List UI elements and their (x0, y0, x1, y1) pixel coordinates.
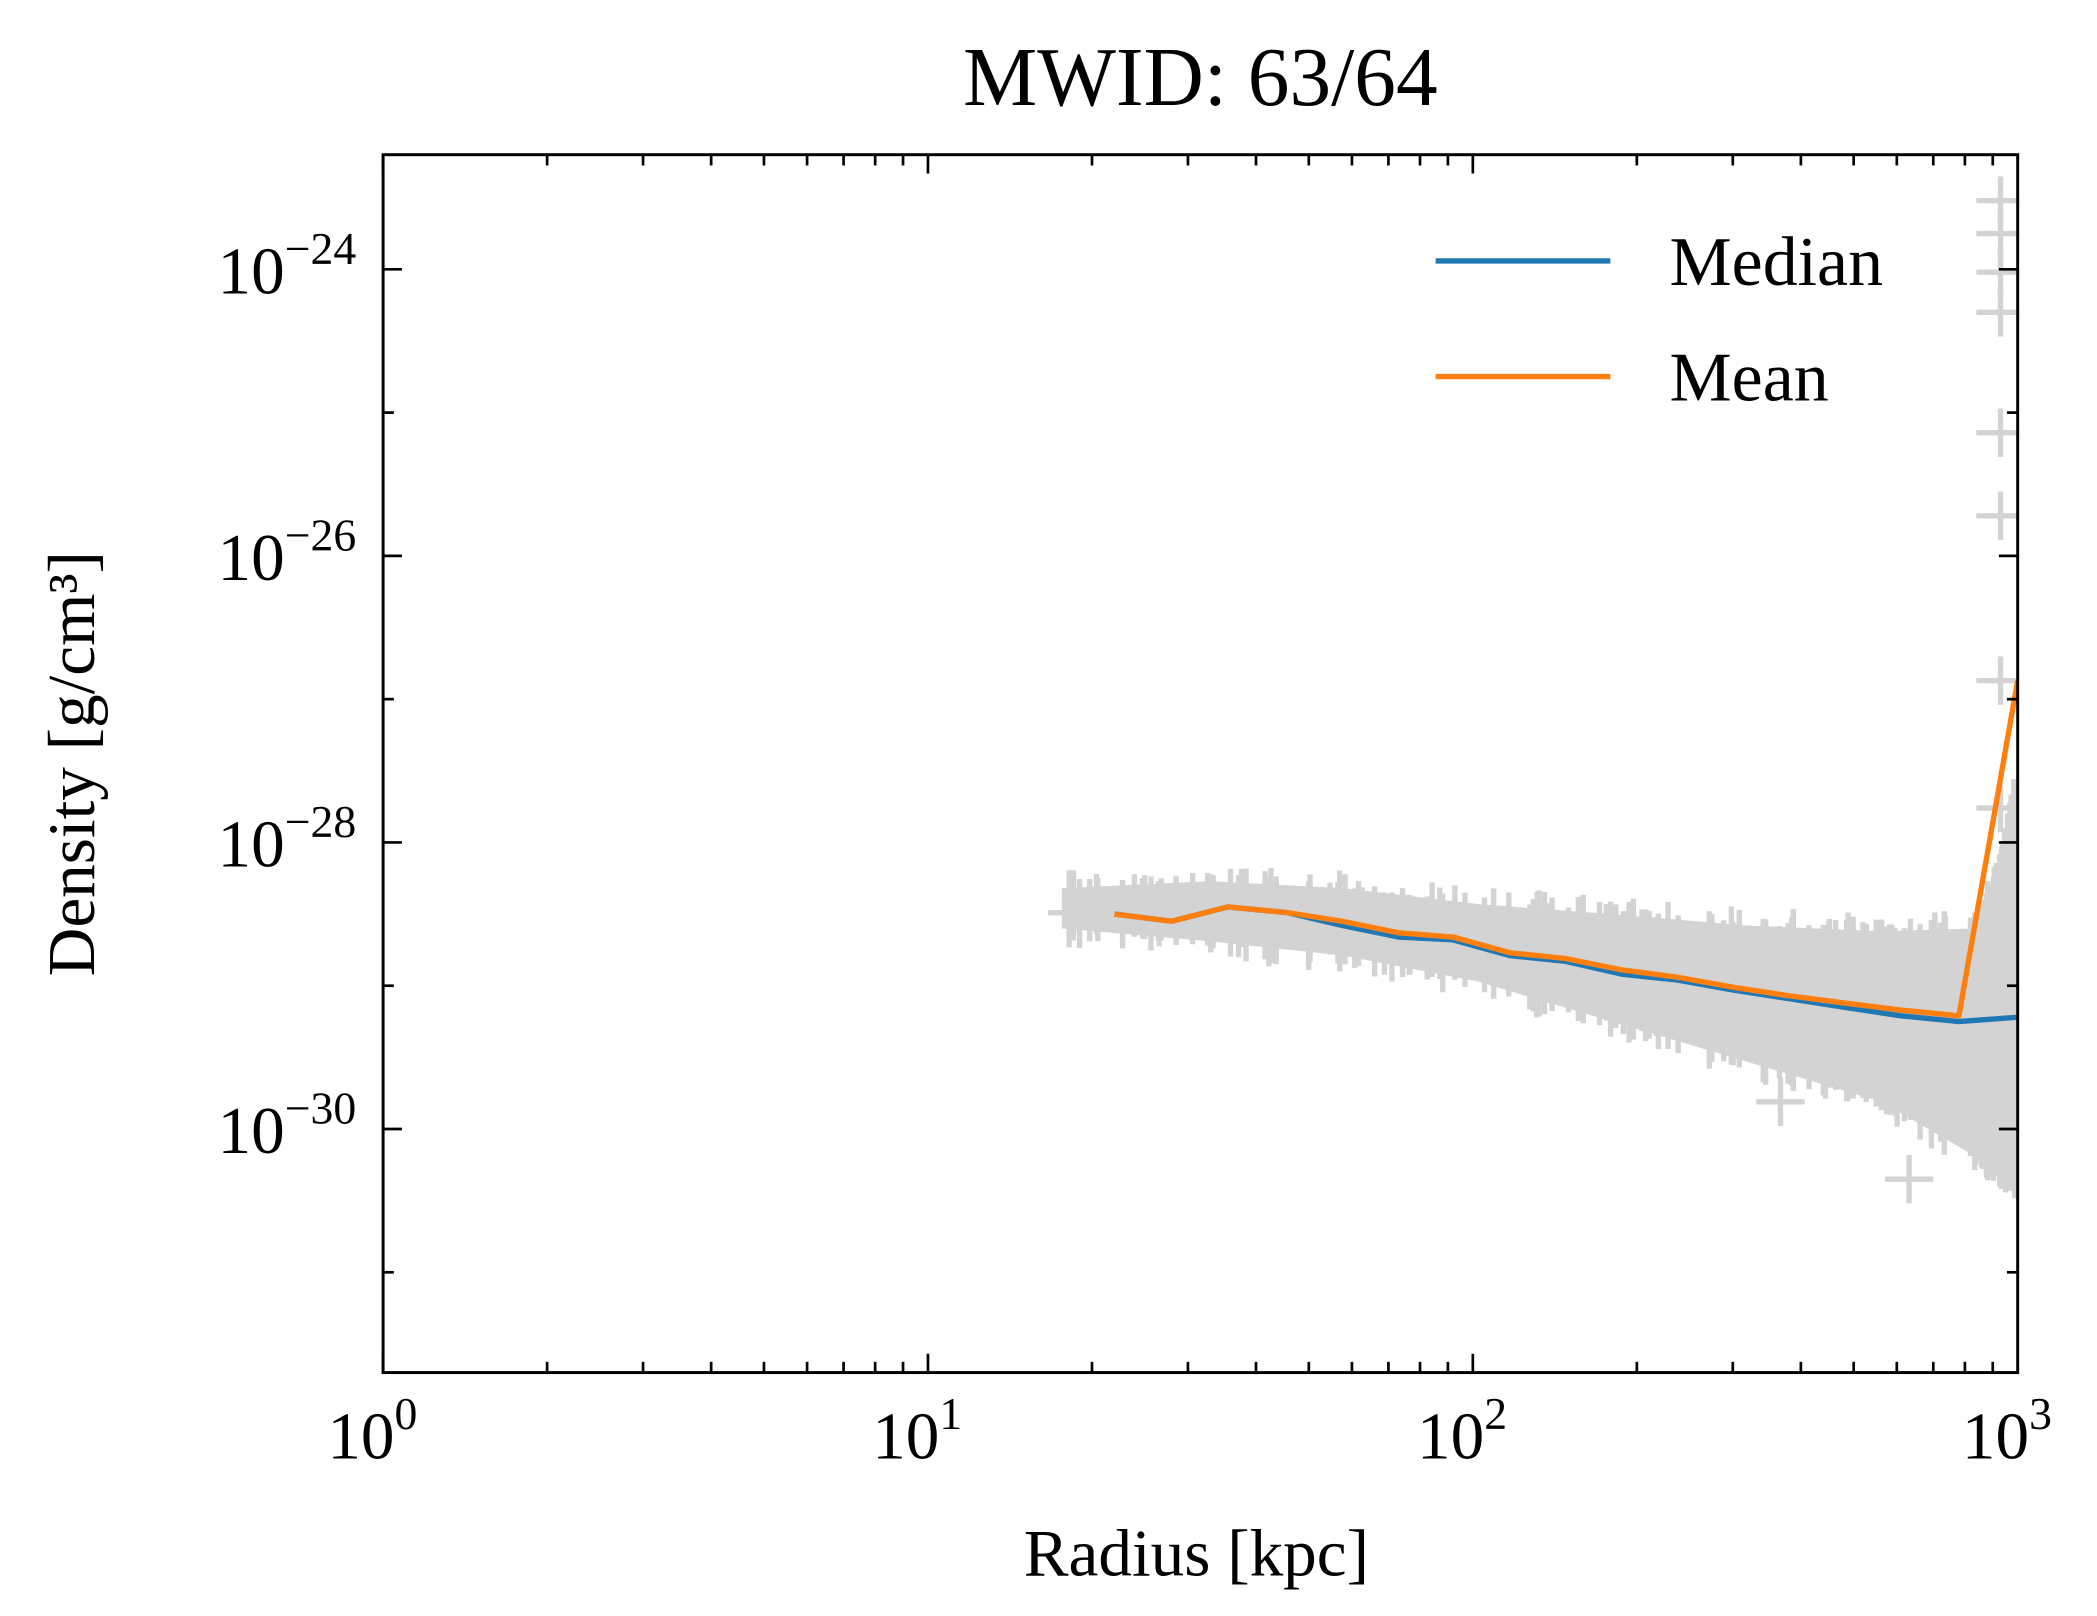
legend-label-mean: Mean (1670, 340, 1829, 417)
legend: Median Mean (1435, 224, 1884, 417)
scatter-points (1048, 176, 2018, 1204)
tick-exponent: −30 (285, 1083, 356, 1134)
tick-exponent: −24 (285, 223, 357, 274)
scatter-point (1884, 1154, 1934, 1204)
x-tick-label: 102 (1417, 1388, 1507, 1474)
y-axis-label: Density [g/cm³] (34, 551, 109, 976)
x-tick-label: 103 (1962, 1388, 2052, 1474)
tick-base: 10 (1417, 1399, 1484, 1474)
tick-exponent: 0 (395, 1388, 418, 1439)
tick-base: 10 (218, 520, 285, 595)
tick-base: 10 (218, 1093, 285, 1168)
x-tick-labels: 100 101 102 103 (327, 1388, 2052, 1474)
y-tick-label: 10−24 (218, 223, 357, 309)
tick-base: 10 (327, 1399, 394, 1474)
x-tick-label: 100 (327, 1388, 417, 1474)
tick-exponent: −28 (285, 796, 356, 847)
tick-base: 10 (218, 234, 285, 309)
tick-exponent: 1 (939, 1388, 962, 1439)
tick-exponent: 2 (1484, 1388, 1507, 1439)
plot-frame (381, 153, 2020, 1375)
series-line-mean (1114, 680, 2018, 1019)
y-tick-label: 10−30 (218, 1083, 357, 1169)
scatter-point (1048, 888, 1097, 937)
tick-base: 10 (218, 807, 285, 882)
x-tick-label: 101 (872, 1388, 962, 1474)
series-lines (1114, 680, 2018, 1025)
x-axis-label: Radius [kpc] (1024, 1516, 1369, 1591)
tick-base: 10 (1962, 1399, 2029, 1474)
scatter-point (1756, 1077, 1805, 1126)
y-tick-label: 10−28 (218, 796, 357, 882)
tick-base: 10 (872, 1399, 939, 1474)
tick-exponent: −26 (285, 510, 356, 561)
chart-title: MWID: 63/64 (963, 32, 1437, 124)
axis-ticks (381, 154, 2018, 1373)
y-tick-label: 10−26 (218, 510, 357, 596)
tick-exponent: 3 (2029, 1388, 2052, 1439)
legend-label-median: Median (1670, 224, 1884, 301)
